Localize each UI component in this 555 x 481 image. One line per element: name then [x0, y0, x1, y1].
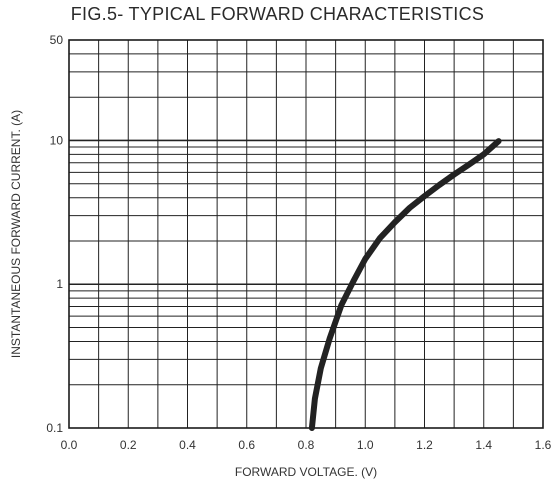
x-tick-label: 0.2 — [120, 438, 137, 452]
y-tick-labels: 0.1 1 10 50 — [46, 33, 63, 435]
series-curves — [308, 138, 502, 431]
chart-title: FIG.5- TYPICAL FORWARD CHARACTERISTICS — [70, 4, 485, 24]
x-axis-label: FORWARD VOLTAGE. (V) — [235, 465, 377, 479]
x-tick-label: 1.4 — [475, 438, 492, 452]
series-line-0 — [308, 138, 502, 431]
y-axis-label: INSTANTANEOUS FORWARD CURRENT. (A) — [9, 110, 23, 358]
x-tick-labels: 0.0 0.2 0.4 0.6 0.8 1.0 1.2 1.4 1.6 — [61, 438, 552, 452]
x-tick-label: 1.2 — [416, 438, 433, 452]
y-tick-label: 1 — [56, 277, 63, 291]
y-tick-label: 0.1 — [46, 421, 63, 435]
grid-lines — [69, 40, 543, 428]
y-tick-label: 50 — [50, 33, 64, 47]
x-tick-label: 0.0 — [61, 438, 78, 452]
x-tick-label: 0.6 — [238, 438, 255, 452]
x-tick-label: 0.4 — [179, 438, 196, 452]
x-tick-label: 1.6 — [535, 438, 552, 452]
x-tick-label: 1.0 — [357, 438, 374, 452]
y-tick-label: 10 — [50, 133, 64, 147]
plot-frame — [68, 39, 544, 429]
x-tick-label: 0.8 — [298, 438, 315, 452]
